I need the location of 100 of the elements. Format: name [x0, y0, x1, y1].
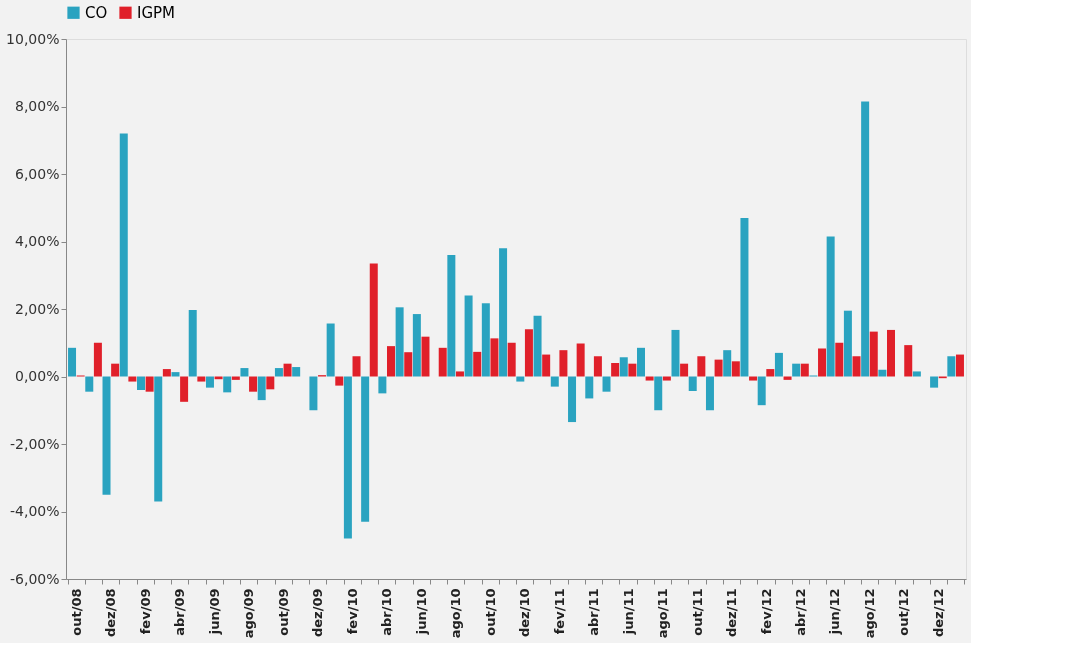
bar [387, 346, 395, 377]
bar [274, 368, 283, 377]
bar [162, 369, 171, 377]
y-tick-label: 2,00% [15, 300, 60, 317]
bar [611, 363, 620, 377]
bar [128, 376, 137, 382]
bar [774, 352, 783, 377]
x-tick-label: dez/10 [517, 588, 533, 638]
bar [223, 376, 232, 393]
bar [705, 376, 714, 411]
x-tick-label: jun/12 [827, 588, 843, 636]
bar [343, 376, 352, 539]
y-tick-label: 0,00% [15, 368, 60, 384]
bar [309, 376, 318, 411]
bar [740, 217, 749, 377]
bar [524, 329, 533, 377]
bar [464, 295, 473, 377]
bar [378, 376, 387, 394]
bar [955, 354, 964, 377]
bar [171, 372, 180, 377]
bar [550, 376, 559, 387]
bar [249, 376, 258, 392]
bar [119, 133, 128, 377]
x-tick-label: out/12 [896, 588, 912, 636]
x-tick-label: dez/12 [930, 588, 946, 638]
bar [447, 255, 456, 377]
bar [499, 248, 508, 377]
x-tick-label: out/11 [689, 588, 705, 636]
bar [266, 376, 275, 390]
bar [792, 363, 801, 377]
bar [197, 376, 206, 382]
x-tick-label: dez/09 [310, 588, 326, 638]
x-tick-label: fev/09 [137, 588, 153, 635]
bar [542, 354, 551, 377]
x-tick-label: out/09 [275, 588, 291, 636]
bar [68, 347, 77, 377]
x-tick-label: fev/12 [758, 588, 774, 635]
bar [335, 376, 344, 386]
bar [869, 331, 878, 377]
bar [490, 338, 499, 377]
x-tick-label: ago/09 [241, 588, 257, 639]
bar [240, 368, 249, 377]
bar [835, 342, 844, 377]
bar [412, 314, 421, 377]
bar [438, 347, 447, 377]
x-tick-label: ago/11 [655, 588, 671, 639]
legend-label: IGPM [137, 3, 176, 22]
bar [205, 376, 214, 388]
x-tick-label: ago/10 [448, 588, 464, 639]
bar [843, 310, 852, 377]
bar [680, 363, 689, 377]
bar [361, 376, 370, 522]
x-tick-label: abr/11 [586, 588, 602, 636]
bar [188, 310, 197, 377]
x-tick-label: abr/10 [379, 588, 395, 636]
bar [593, 356, 602, 377]
bar [731, 361, 740, 377]
bar [180, 376, 189, 402]
x-tick-label: abr/12 [792, 588, 808, 636]
bar [516, 376, 525, 382]
bar [826, 236, 835, 377]
bar [619, 357, 628, 377]
bar [93, 342, 102, 377]
y-tick-label: -2,00% [9, 435, 60, 452]
bar [930, 376, 939, 388]
bar [395, 307, 404, 377]
bar [637, 347, 645, 377]
x-tick-label: out/10 [482, 588, 498, 636]
bar [904, 345, 913, 377]
bar [757, 376, 766, 406]
x-tick-label: ago/12 [861, 588, 877, 639]
bar [326, 323, 335, 377]
bar [576, 343, 585, 377]
bar [85, 376, 94, 392]
x-tick-label: jun/11 [620, 588, 636, 636]
y-tick-label: 6,00% [15, 165, 60, 182]
bar [257, 376, 266, 401]
bar [292, 367, 301, 377]
bar [102, 376, 111, 495]
x-tick-label: dez/08 [103, 588, 119, 638]
bar [559, 350, 568, 377]
y-tick-label: 8,00% [15, 98, 60, 114]
bar [878, 369, 887, 377]
x-tick-label: fev/10 [344, 588, 360, 635]
bar [662, 376, 671, 381]
bar [766, 369, 775, 377]
bar [671, 329, 680, 377]
bar [749, 376, 758, 381]
bar [283, 363, 292, 377]
bar [654, 376, 663, 411]
bar [697, 356, 706, 377]
bar [111, 363, 120, 377]
x-tick-label: jun/09 [206, 588, 222, 636]
bar [421, 336, 430, 377]
bar [714, 359, 723, 377]
y-tick-label: 4,00% [15, 233, 60, 249]
y-tick-label: 10,00% [6, 30, 60, 47]
bar [688, 376, 697, 392]
x-tick-label: jun/10 [413, 588, 429, 636]
bar [800, 363, 809, 377]
